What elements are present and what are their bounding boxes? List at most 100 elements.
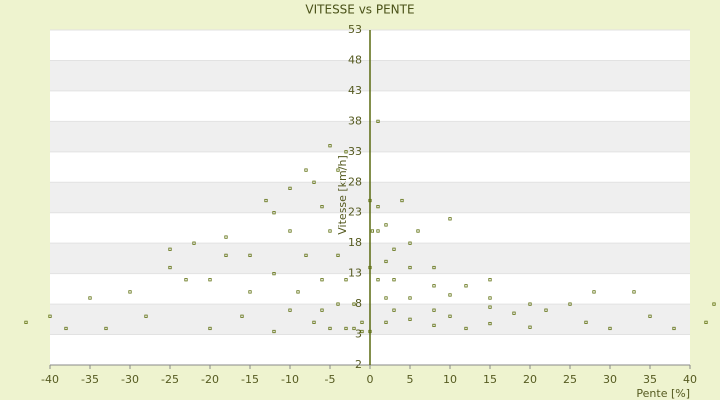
point [376,229,380,233]
x-tick-label: 15 [483,373,497,386]
point [704,320,708,324]
point [192,241,196,245]
point [360,329,364,334]
y-tick-label: 53 [348,23,362,36]
point [448,217,452,221]
point [408,296,412,300]
x-tick-label: -20 [201,373,219,386]
point [568,302,572,306]
y-tick-label: 18 [348,236,362,249]
point [592,290,596,294]
point [464,326,468,331]
point [328,229,332,233]
point [408,317,412,321]
point [368,198,372,203]
point [128,290,132,294]
point [312,180,316,184]
x-tick-label: -40 [41,373,59,386]
x-tick-label: 35 [643,373,657,386]
point [400,198,404,203]
point [384,296,388,300]
point [488,321,492,326]
point [208,326,212,331]
point [272,211,276,215]
point [336,168,340,172]
x-tick-label: 0 [367,373,374,386]
point [370,229,375,233]
point [352,326,356,331]
point [344,150,348,154]
point [304,168,308,172]
y-axis-label: Vitesse [km/h] [336,155,349,235]
point [368,265,372,270]
point [184,278,188,282]
point [48,314,52,318]
point [24,320,28,324]
point [648,314,652,318]
point [632,290,636,294]
point [224,253,228,257]
y-tick-label: 3 [355,328,362,341]
x-tick-label: 40 [683,373,697,386]
point [432,284,436,288]
x-tick-label: -35 [81,373,99,386]
point [296,290,300,294]
y-tick-label: 33 [348,145,362,158]
point [432,265,436,270]
x-tick-label: 25 [563,373,577,386]
x-tick-label: -30 [121,373,139,386]
point [320,205,324,209]
x-tick-label: -25 [161,373,179,386]
y-tick-label: 23 [348,206,362,219]
point [432,308,436,312]
point [528,325,532,329]
y-tick-label: 28 [348,175,362,188]
point [64,326,68,331]
point [320,278,324,282]
point [376,278,380,282]
x-tick-label: 5 [407,373,414,386]
point [368,329,372,334]
y-tick-label: 48 [348,53,362,66]
point [224,235,228,239]
point [272,272,276,276]
point [168,247,172,251]
point [288,186,292,190]
point [352,302,356,306]
point [464,284,468,288]
point [328,326,332,331]
point [328,144,332,148]
point [672,326,676,331]
point [488,305,492,309]
point [432,323,436,328]
point [376,119,380,123]
point [376,205,380,209]
y-tick-label: 43 [348,84,362,97]
point [448,314,452,318]
x-tick-label: -5 [325,373,336,386]
point [344,278,348,282]
point [360,320,364,324]
x-tick-label: 30 [603,373,617,386]
point [392,278,396,282]
point [584,320,588,324]
point [336,253,340,257]
point [488,296,492,300]
point [408,265,412,270]
point [248,253,252,257]
point [88,296,92,300]
y-tick-label: 13 [348,267,362,280]
chart-title: VITESSE vs PENTE [305,3,414,17]
x-axis-label: Pente [%] [636,387,690,400]
point [168,265,172,270]
point [448,293,452,297]
point [240,314,244,318]
point [272,329,276,334]
point [512,311,516,315]
point [416,229,420,233]
point [288,308,292,312]
point [408,241,412,245]
point [544,308,548,312]
point [288,229,292,233]
